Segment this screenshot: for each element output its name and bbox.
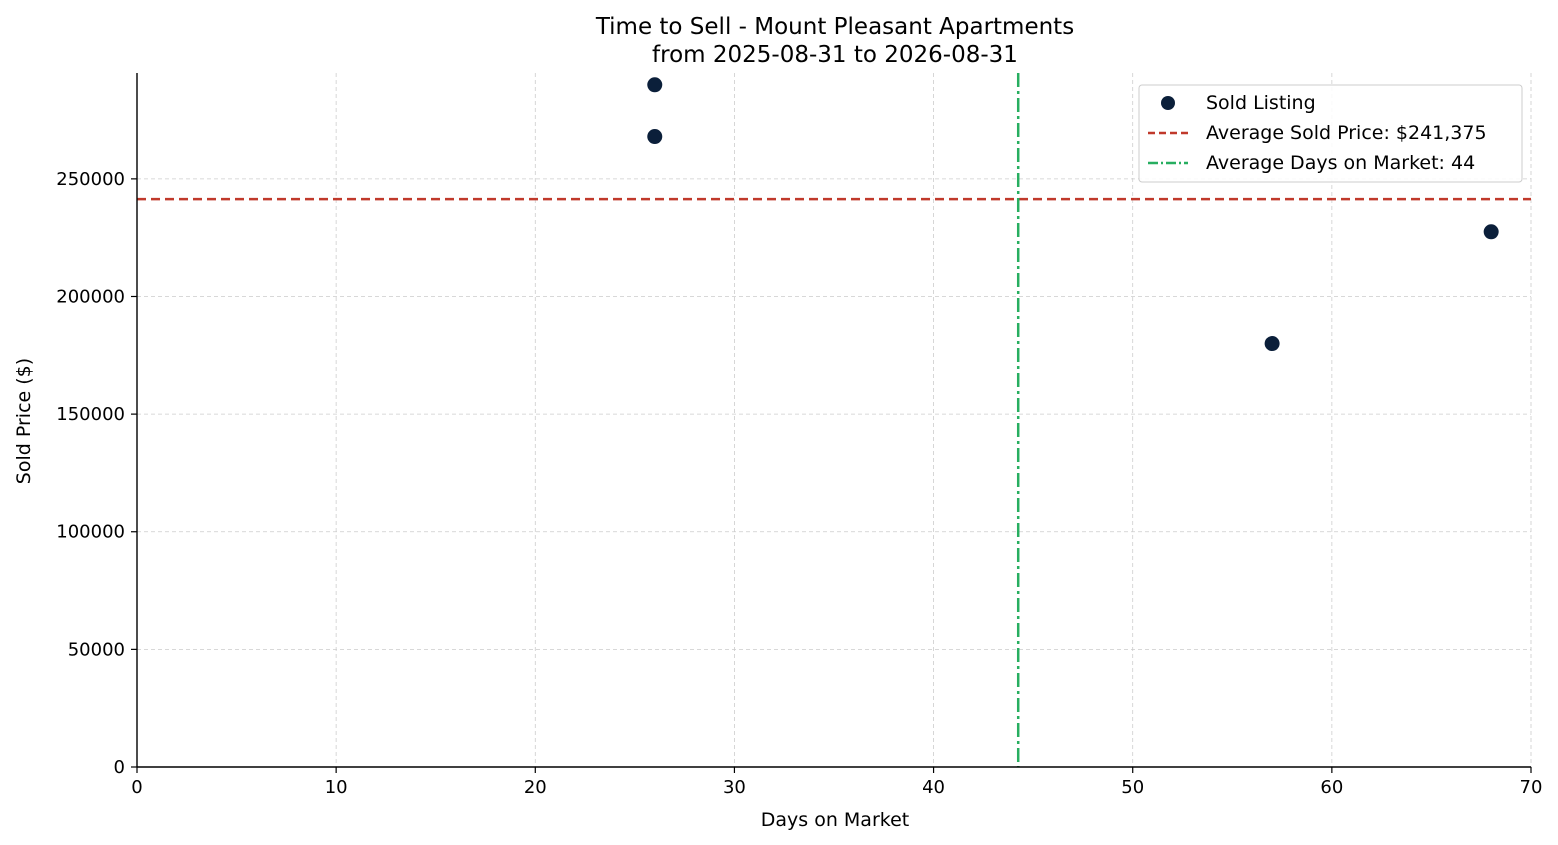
- x-tick-label: 70: [1520, 777, 1543, 798]
- y-tick-label: 0: [114, 757, 125, 778]
- x-tick-label: 30: [723, 777, 746, 798]
- y-tick-label: 200000: [56, 286, 125, 307]
- legend-label-sold-listing: Sold Listing: [1206, 92, 1316, 114]
- legend-marker-sold-listing: [1161, 96, 1175, 110]
- x-tick-label: 10: [325, 777, 348, 798]
- y-tick-label: 100000: [56, 522, 125, 543]
- ticks: 0 10 20 30 40 50 60 70 0 50000 100000 150000 200000 2…: [56, 169, 1542, 798]
- x-tick-label: 40: [922, 777, 945, 798]
- sold-listing-point: [1483, 224, 1499, 240]
- data-points: [647, 77, 1499, 352]
- y-tick-label: 250000: [56, 169, 125, 190]
- sold-listing-point: [647, 77, 663, 93]
- x-axis-label: Days on Market: [761, 809, 909, 831]
- sold-listing-point: [647, 129, 663, 145]
- y-tick-label: 150000: [56, 404, 125, 425]
- reference-lines: [137, 73, 1531, 767]
- sold-listing-point: [1264, 336, 1280, 352]
- x-tick-label: 50: [1121, 777, 1144, 798]
- chart-subtitle: from 2025-08-31 to 2026-08-31: [652, 42, 1018, 68]
- axes: [136, 73, 1531, 768]
- x-tick-label: 20: [524, 777, 547, 798]
- y-axis-label: Sold Price ($): [13, 358, 35, 484]
- x-tick-label: 60: [1320, 777, 1343, 798]
- legend: Sold Listing Average Sold Price: $241,37…: [1138, 84, 1523, 183]
- legend-box: [1138, 84, 1523, 183]
- y-tick-label: 50000: [68, 639, 125, 660]
- chart-title: Time to Sell - Mount Pleasant Apartments: [595, 14, 1074, 40]
- legend-label-average-price: Average Sold Price: $241,375: [1206, 122, 1487, 144]
- legend-label-average-days: Average Days on Market: 44: [1206, 152, 1475, 174]
- x-tick-label: 0: [131, 777, 142, 798]
